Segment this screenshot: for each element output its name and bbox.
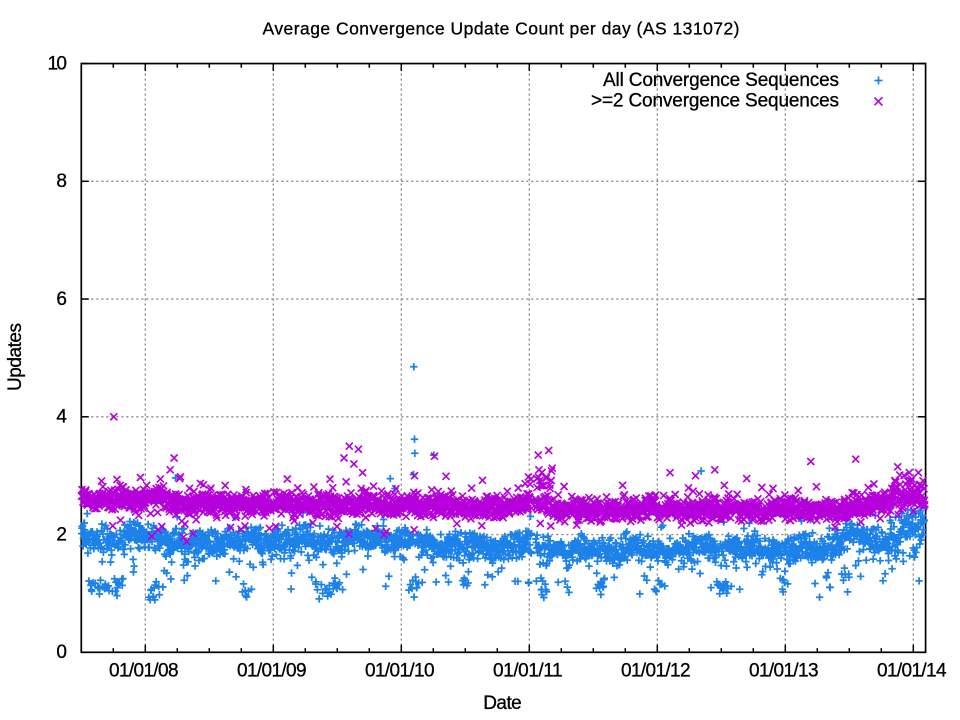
svg-text:01/01/11: 01/01/11: [493, 661, 563, 682]
svg-text:4: 4: [56, 407, 67, 428]
svg-text:6: 6: [56, 289, 67, 310]
svg-text:01/01/12: 01/01/12: [621, 661, 691, 682]
svg-text:01/01/09: 01/01/09: [237, 661, 307, 682]
svg-text:8: 8: [56, 171, 67, 192]
svg-text:Date: Date: [483, 693, 522, 714]
svg-text:2: 2: [56, 524, 67, 545]
svg-text:0: 0: [56, 642, 67, 663]
svg-text:Average Convergence Update Cou: Average Convergence Update Count per day…: [263, 18, 740, 38]
svg-text:01/01/10: 01/01/10: [365, 661, 435, 682]
svg-text:>=2 Convergence Sequences: >=2 Convergence Sequences: [591, 91, 839, 112]
svg-text:All Convergence Sequences: All Convergence Sequences: [603, 70, 839, 91]
svg-text:01/01/13: 01/01/13: [749, 661, 819, 682]
svg-text:01/01/14: 01/01/14: [877, 661, 947, 682]
svg-text:10: 10: [48, 53, 68, 74]
svg-text:Updates: Updates: [5, 323, 26, 391]
svg-text:01/01/08: 01/01/08: [109, 661, 179, 682]
